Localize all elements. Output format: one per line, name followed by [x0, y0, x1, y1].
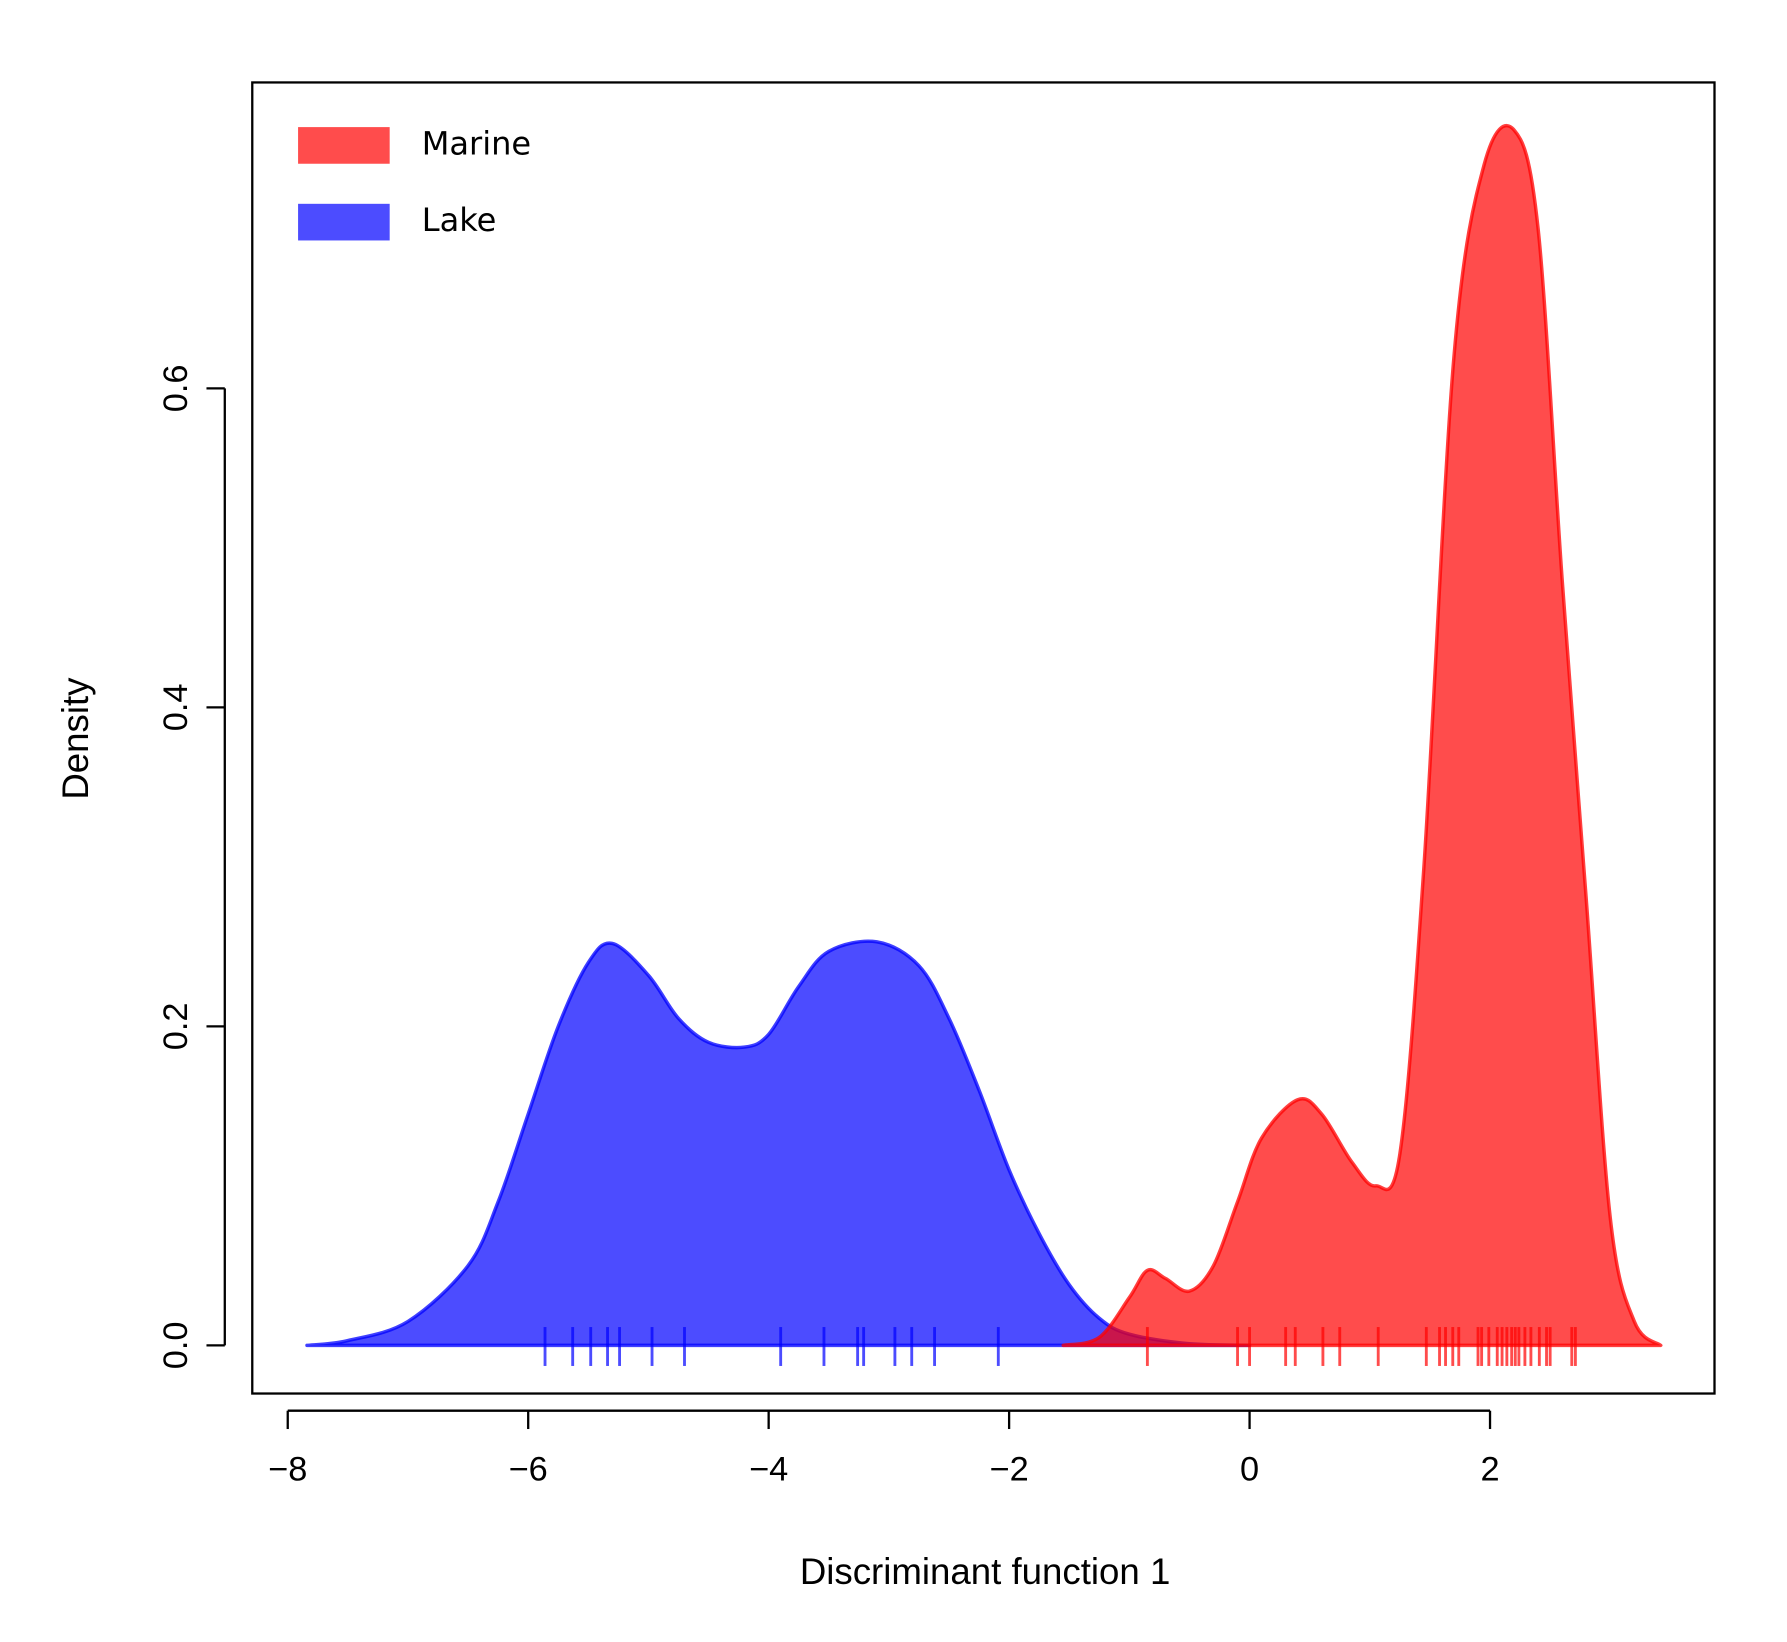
y-tick-label: 0.2	[157, 1002, 195, 1050]
x-tick-label: −8	[268, 1450, 307, 1488]
density-area	[1061, 124, 1663, 1348]
x-axis-label: Discriminant function 1	[800, 1551, 1170, 1592]
x-tick-label: −2	[990, 1450, 1029, 1488]
x-tick-label: 2	[1480, 1450, 1499, 1488]
density-area	[305, 939, 1252, 1348]
y-tick-label: 0.0	[157, 1321, 195, 1369]
x-tick-label: −6	[509, 1450, 548, 1488]
x-tick-label: 0	[1240, 1450, 1259, 1488]
x-tick-label: −4	[749, 1450, 788, 1488]
legend-swatch	[298, 203, 390, 241]
y-tick-label: 0.6	[157, 364, 195, 412]
y-axis-label: Density	[55, 677, 96, 800]
y-tick-label: 0.4	[157, 683, 195, 731]
plot-frame	[251, 81, 1716, 1395]
legend-label: Marine	[422, 124, 531, 162]
legend-swatch	[298, 127, 390, 164]
legend-label: Lake	[422, 201, 497, 239]
